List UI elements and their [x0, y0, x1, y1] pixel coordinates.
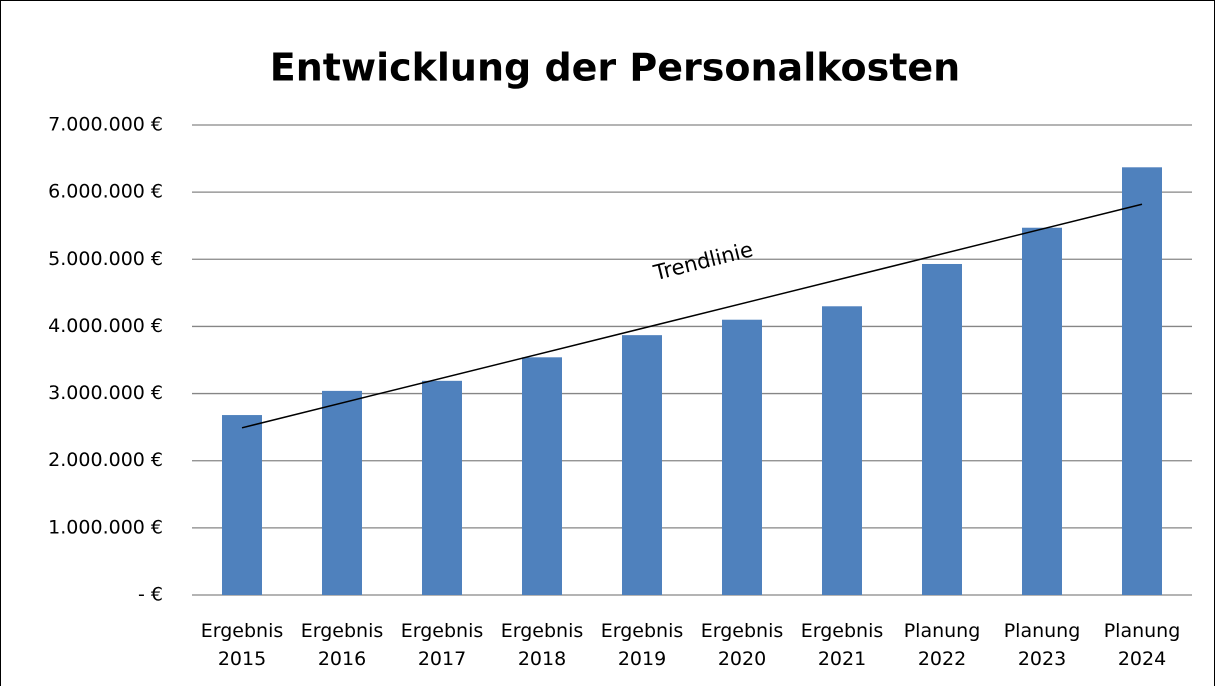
x-tick-label: Ergebnis 2019 — [600, 620, 684, 670]
bar — [722, 319, 762, 595]
x-tick-label: Ergebnis 2015 — [200, 620, 284, 670]
bar — [322, 390, 362, 595]
x-tick-label: Ergebnis 2021 — [800, 620, 884, 670]
bar — [922, 263, 962, 595]
bar — [522, 357, 562, 595]
x-tick-label: Ergebnis 2020 — [700, 620, 784, 670]
y-tick-label: 6.000.000 € — [48, 181, 163, 203]
y-tick-label: 3.000.000 € — [48, 382, 163, 404]
bar — [222, 415, 262, 595]
x-tick-label: Planung 2023 — [1003, 620, 1081, 670]
x-tick-label: Ergebnis 2017 — [400, 620, 484, 670]
y-tick-label: 4.000.000 € — [48, 315, 163, 337]
bar — [422, 380, 462, 595]
y-tick-label: - € — [138, 584, 163, 606]
chart-title: Entwicklung der Personalkosten — [270, 46, 960, 90]
x-tick-label: Ergebnis 2018 — [500, 620, 584, 670]
trendline — [241, 203, 1143, 429]
bar — [822, 306, 862, 595]
y-tick-label: 5.000.000 € — [48, 248, 163, 270]
x-tick-label: Ergebnis 2016 — [300, 620, 384, 670]
bar — [1022, 227, 1062, 595]
x-tick-label: Planung 2022 — [903, 620, 981, 670]
y-tick-label: 2.000.000 € — [48, 449, 163, 471]
x-tick-label: Planung 2024 — [1103, 620, 1181, 670]
y-tick-label: 7.000.000 € — [48, 114, 163, 136]
bar — [1122, 167, 1162, 596]
bar — [622, 335, 662, 595]
y-tick-label: 1.000.000 € — [48, 516, 163, 538]
